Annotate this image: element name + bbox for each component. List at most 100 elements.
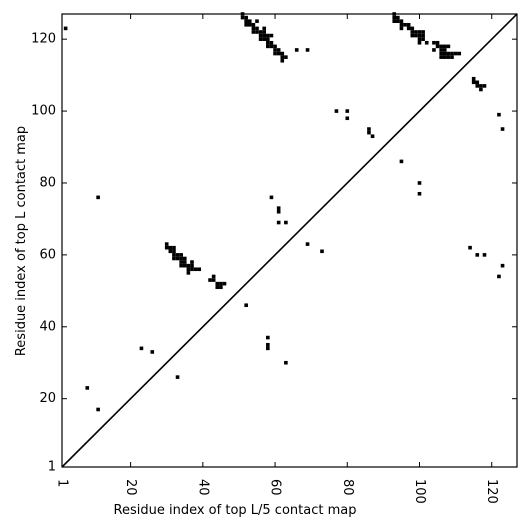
contact-point xyxy=(255,30,259,34)
contact-point xyxy=(435,40,440,45)
contact-point xyxy=(399,19,404,23)
contact-point xyxy=(175,256,180,261)
contact-point xyxy=(258,33,263,38)
contact-point xyxy=(186,267,191,272)
contact-point xyxy=(468,245,472,250)
contact-point xyxy=(219,281,223,286)
contact-point xyxy=(193,267,198,272)
contact-point xyxy=(273,48,277,52)
contact-point xyxy=(186,263,191,268)
contact-point xyxy=(457,51,462,56)
y-tick-label: 120 xyxy=(31,32,56,47)
x-tick-label: 100 xyxy=(412,479,427,504)
contact-point xyxy=(442,51,447,56)
contact-point xyxy=(439,48,443,52)
contact-point xyxy=(244,303,248,308)
contact-point xyxy=(284,360,288,365)
contact-point xyxy=(471,80,476,85)
contact-point xyxy=(262,33,267,38)
contact-point xyxy=(276,220,281,225)
x-tick-label: 60 xyxy=(268,479,283,496)
contact-point xyxy=(175,253,180,257)
contact-point xyxy=(497,274,501,279)
contact-point xyxy=(399,22,404,27)
contact-point xyxy=(417,33,422,38)
contact-point xyxy=(280,55,285,59)
contact-point xyxy=(269,44,274,49)
y-tick-label: 100 xyxy=(31,104,56,119)
contact-point xyxy=(294,48,299,52)
y-axis-label: Residue index of top L contact map xyxy=(14,126,29,356)
contact-point xyxy=(396,19,400,23)
contact-point xyxy=(172,245,176,250)
x-tick-label: 40 xyxy=(195,479,210,496)
contact-point xyxy=(421,30,425,34)
x-tick-label: 120 xyxy=(484,479,499,504)
contact-point xyxy=(251,26,256,31)
y-tick-label: 40 xyxy=(39,319,56,334)
contact-point xyxy=(172,256,176,261)
contact-point xyxy=(266,342,270,347)
y-tick-label: 20 xyxy=(39,391,56,406)
contact-point xyxy=(168,245,173,250)
contact-point xyxy=(439,44,443,49)
contact-point xyxy=(251,22,256,27)
contact-point xyxy=(396,15,400,20)
contact-point xyxy=(164,245,169,250)
contact-point xyxy=(399,26,404,31)
contact-point xyxy=(475,80,480,85)
contact-point xyxy=(450,55,454,59)
contact-point xyxy=(222,281,227,286)
contact-point xyxy=(182,256,187,261)
contact-point xyxy=(475,253,480,257)
contact-point xyxy=(417,37,422,41)
contact-point xyxy=(370,134,375,139)
contact-point xyxy=(266,40,270,45)
contact-point xyxy=(439,51,443,56)
contact-point xyxy=(410,33,415,38)
contact-point xyxy=(215,285,220,290)
contact-point xyxy=(320,249,324,254)
x-axis-label: Residue index of top L/5 contact map xyxy=(114,503,357,518)
contact-point xyxy=(208,278,212,282)
contact-point xyxy=(392,15,397,20)
contact-point xyxy=(475,84,480,88)
contact-point xyxy=(85,386,90,390)
contact-point xyxy=(280,58,285,63)
contact-point xyxy=(334,109,339,113)
contact-point xyxy=(266,335,270,340)
contact-point xyxy=(179,253,183,257)
contact-point xyxy=(211,278,216,282)
contact-point xyxy=(247,22,252,27)
contact-point xyxy=(442,55,447,59)
contact-point xyxy=(273,51,277,56)
contact-point xyxy=(424,40,429,45)
contact-point xyxy=(190,267,194,272)
contact-point xyxy=(266,346,270,351)
contact-point xyxy=(414,33,418,38)
contact-point xyxy=(406,26,411,31)
contact-point xyxy=(442,48,447,52)
contact-point xyxy=(190,263,194,268)
contact-point xyxy=(262,26,267,31)
contact-point xyxy=(197,267,202,272)
diagonal-line xyxy=(61,13,518,468)
contact-point xyxy=(139,346,144,351)
contact-point xyxy=(500,263,505,268)
contact-point xyxy=(247,19,252,23)
contact-point xyxy=(410,30,415,34)
contact-point xyxy=(269,33,274,38)
contact-point xyxy=(164,242,169,246)
contact-point xyxy=(255,26,259,31)
contact-point xyxy=(215,281,220,286)
contact-point xyxy=(211,274,216,279)
contact-point xyxy=(432,48,436,52)
contact-point xyxy=(284,55,288,59)
contact-point xyxy=(367,127,371,131)
contact-point xyxy=(258,30,263,34)
contact-point xyxy=(453,51,458,56)
contact-point xyxy=(500,127,505,131)
contact-point xyxy=(240,15,245,20)
plot-frame xyxy=(61,13,518,468)
contact-point xyxy=(63,26,68,31)
